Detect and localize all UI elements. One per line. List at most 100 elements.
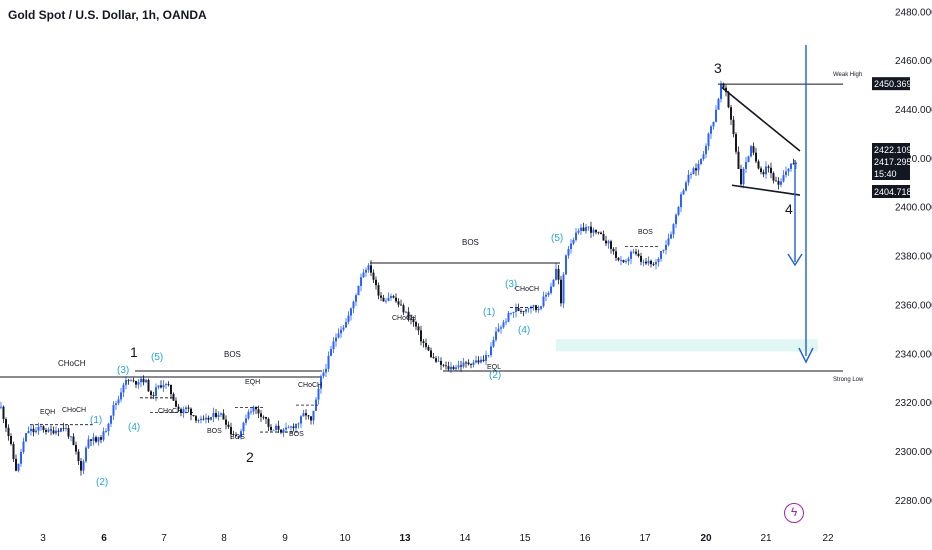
candle-body [525, 309, 527, 312]
candle-body [632, 251, 635, 253]
candle-body [220, 413, 222, 415]
candle-body [380, 295, 382, 298]
time-axis[interactable]: 3 6 7 8 9 10 13 14 15 16 17 20 21 22 [40, 533, 834, 544]
candle-body [182, 409, 185, 413]
candle-body [155, 387, 157, 396]
candle-body [95, 437, 97, 442]
tradingview-bolt-icon[interactable]: ϟ [784, 503, 804, 523]
candle-body [612, 248, 615, 252]
candle-body [350, 308, 352, 316]
candlestick-series [0, 80, 797, 476]
candle-body [545, 294, 547, 297]
candle-body [705, 146, 707, 155]
candle-body [287, 427, 290, 429]
candle-body [567, 248, 570, 256]
candle-body [157, 385, 160, 388]
candle-body [585, 226, 587, 232]
price-axis[interactable]: 2280.000 2300.000 2320.000 2340.000 2360.000… [895, 7, 932, 507]
candle-body [655, 261, 657, 265]
candle-body [290, 426, 292, 428]
candle-body [742, 168, 745, 185]
price-tick-label: 2320.000 [895, 398, 932, 409]
candle-body [410, 318, 412, 320]
subwave-2-label: (2) [489, 370, 501, 381]
candle-body [365, 269, 367, 273]
candle-body [257, 409, 260, 414]
candle-body [517, 308, 520, 311]
candle-body [140, 378, 142, 383]
candle-body [212, 412, 215, 417]
candle-body [785, 171, 787, 176]
candle-body [435, 358, 437, 362]
candle-body [285, 427, 287, 430]
candle-body [787, 168, 790, 172]
candle-body [145, 379, 147, 383]
candle-body [782, 175, 785, 182]
candle-body [462, 362, 465, 367]
candle-body [312, 410, 315, 421]
candle-body [200, 418, 202, 421]
candle-body [687, 174, 690, 183]
candle-body [317, 388, 320, 400]
candle-body [362, 272, 365, 278]
candle-body [67, 428, 70, 437]
candle-body [242, 422, 245, 432]
candle-body [52, 430, 55, 434]
strong-low-label: Strong Low [833, 377, 864, 383]
chart-annotations: CHoCH BOS BOS Weak High Strong Low EQH EQH EQL C… [40, 60, 864, 488]
price-tick-label: 2460.000 [895, 56, 932, 67]
eqh-label: EQH [40, 409, 55, 416]
candle-body [77, 451, 80, 462]
candle-body [332, 341, 335, 350]
candle-body [12, 444, 15, 459]
candle-body [30, 428, 32, 432]
candle-body [715, 109, 717, 122]
candle-body [562, 274, 565, 304]
price-label-text: 2422.109 [874, 145, 912, 155]
candle-body [690, 174, 692, 175]
subwave-3-label: (3) [505, 279, 517, 290]
candle-body [470, 364, 472, 365]
candle-body [22, 441, 25, 452]
subwave-1-label: (1) [483, 307, 495, 318]
candle-body [270, 426, 272, 431]
candle-body [575, 232, 577, 241]
candle-body [280, 429, 282, 433]
candle-body [92, 437, 95, 441]
candle-body [85, 447, 87, 462]
candle-body [587, 226, 590, 228]
candle-body [170, 384, 172, 395]
candle-body [557, 268, 560, 280]
time-tick-label: 22 [822, 533, 834, 544]
candle-body [327, 355, 330, 369]
candle-body [457, 365, 460, 368]
candle-body [432, 357, 435, 359]
candle-body [277, 425, 280, 430]
candle-body [730, 107, 732, 120]
candle-body [762, 172, 765, 175]
candle-body [82, 461, 85, 471]
candle-body [595, 229, 597, 233]
candle-body [602, 234, 605, 241]
candle-body [162, 385, 165, 388]
time-tick-label: 20 [700, 533, 712, 544]
candle-body [42, 426, 45, 430]
candle-body [415, 322, 417, 327]
candle-body [202, 418, 205, 420]
time-tick-label: 13 [399, 533, 411, 544]
candle-body [600, 232, 602, 235]
candle-body [740, 169, 742, 185]
candle-body [237, 436, 240, 438]
candle-body [607, 241, 610, 244]
candle-body [47, 429, 50, 432]
candle-body [245, 418, 247, 423]
price-label-box [872, 155, 910, 168]
candle-body [10, 436, 12, 445]
candle-body [547, 292, 550, 295]
bos-small-label: BOS [638, 229, 653, 236]
candle-body [195, 416, 197, 421]
candle-body [605, 240, 607, 244]
candle-body [465, 362, 467, 364]
candle-body [590, 226, 592, 233]
